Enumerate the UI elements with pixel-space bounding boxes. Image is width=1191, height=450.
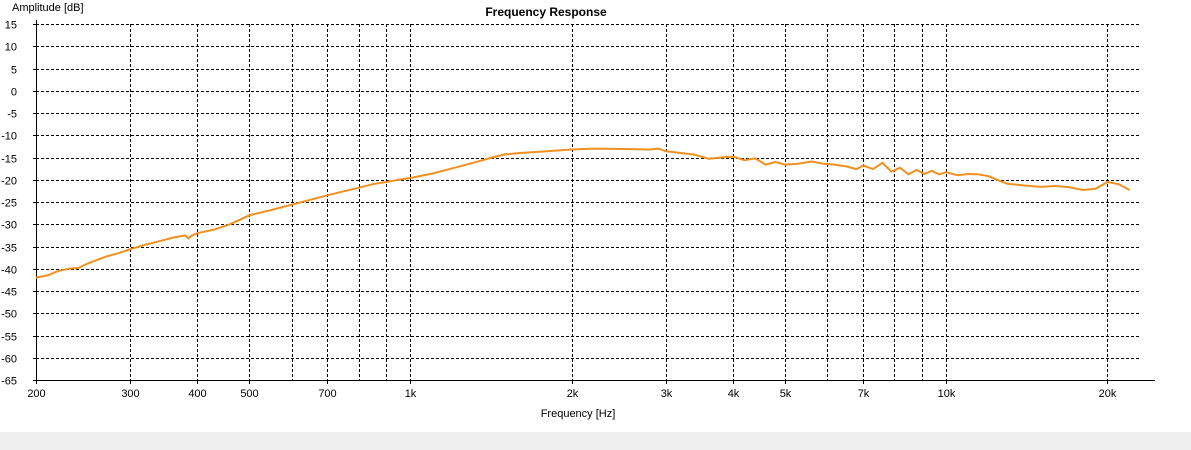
series-line-0 <box>35 147 1131 279</box>
y-tick-label: 5 <box>11 65 17 77</box>
y-tick-label: -25 <box>1 198 17 210</box>
frequency-response-chart: 15 10 5 0 -5 -10 -15 -20 -25 -30 -35 -40 -45 -50 -55 -6… <box>0 0 1191 432</box>
y-tick-label: -50 <box>1 309 17 321</box>
y-axis-label: Amplitude [dB] <box>12 2 84 14</box>
y-tick-label: -30 <box>1 220 17 232</box>
y-tick-label: -10 <box>1 131 17 143</box>
y-tick-label: -45 <box>1 287 17 299</box>
y-tick-label: -55 <box>1 332 17 344</box>
y-tick-label: -20 <box>1 176 17 188</box>
chart-title: Frequency Response <box>485 5 607 19</box>
y-tick-label: -15 <box>1 154 17 166</box>
axes <box>33 20 1155 384</box>
x-tick-label: 10k <box>938 388 956 400</box>
x-tick-label: 1k <box>405 388 417 400</box>
x-tick-label: 700 <box>318 388 336 400</box>
chart-canvas: 15 10 5 0 -5 -10 -15 -20 -25 -30 -35 -40 -45 -50 -55 -6… <box>1 2 1155 420</box>
y-tick-label: -35 <box>1 243 17 255</box>
y-tick-label: -5 <box>7 109 17 121</box>
y-tick-label: -40 <box>1 265 17 277</box>
x-tick-label: 7k <box>858 388 870 400</box>
x-tick-label: 300 <box>121 388 139 400</box>
y-tick-label: 0 <box>11 87 17 99</box>
x-tick-label: 200 <box>27 388 45 400</box>
y-tick-label: -60 <box>1 354 17 366</box>
y-tick-label: 10 <box>5 42 17 54</box>
y-tick-label: -65 <box>1 376 17 388</box>
x-tick-label: 2k <box>567 388 579 400</box>
x-tick-label: 500 <box>240 388 258 400</box>
x-tick-label: 400 <box>188 388 206 400</box>
x-tick-label: 4k <box>728 388 740 400</box>
x-axis-label: Frequency [Hz] <box>541 408 616 420</box>
x-tick-label: 5k <box>780 388 792 400</box>
window-bottom-strip <box>0 432 1191 450</box>
x-tick-label: 20k <box>1099 388 1117 400</box>
grid <box>36 24 1140 380</box>
series-layer <box>35 147 1131 279</box>
x-tick-label: 3k <box>661 388 673 400</box>
y-tick-label: 15 <box>5 20 17 32</box>
tick-labels: 15 10 5 0 -5 -10 -15 -20 -25 -30 -35 -40 -45 -50 -55 -6… <box>1 20 1117 401</box>
